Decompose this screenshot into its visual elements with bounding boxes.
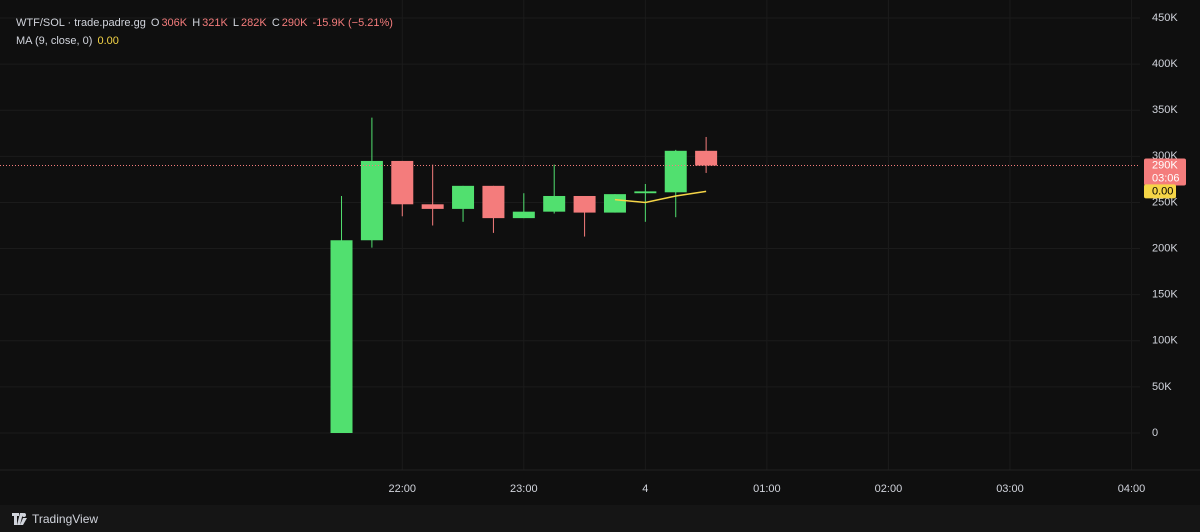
- ma-tag-label: 0.00: [1152, 185, 1173, 197]
- ma-name: MA (9, close, 0): [16, 35, 93, 47]
- candle-body: [634, 191, 657, 194]
- footer: TradingView: [0, 505, 1200, 532]
- high-value: 321K: [202, 17, 228, 29]
- y-tick-label: 250K: [1152, 196, 1178, 208]
- y-tick-label: 450K: [1152, 12, 1178, 24]
- y-tick-label: 400K: [1152, 58, 1178, 70]
- symbol: WTF/SOL · trade.padre.gg: [16, 17, 146, 29]
- countdown-label: 03:06: [1152, 172, 1180, 184]
- ma-row: MA (9, close, 0) 0.00: [16, 32, 395, 50]
- legend: WTF/SOL · trade.padre.gg O 306K H 321K L 28…: [16, 14, 395, 50]
- l-key: L: [232, 17, 240, 29]
- candle-body: [695, 150, 718, 166]
- change: -15.9K (−5.21%): [312, 17, 393, 29]
- close-value: 290K: [281, 17, 308, 29]
- x-tick-label: 04:00: [1118, 483, 1146, 495]
- low-value: 282K: [241, 17, 267, 29]
- candle-body: [512, 211, 535, 219]
- ma-line: [614, 190, 707, 204]
- ohlc-row: WTF/SOL · trade.padre.gg O 306K H 321K L 28…: [16, 14, 395, 32]
- h-key: H: [192, 17, 201, 29]
- y-tick-label: 100K: [1152, 335, 1178, 347]
- ma-tag: [1144, 184, 1176, 199]
- candle-body: [543, 195, 566, 212]
- brand[interactable]: TradingView: [32, 512, 99, 526]
- candle-body: [452, 185, 475, 209]
- candle-body: [330, 240, 353, 433]
- c-key: C: [271, 17, 280, 29]
- open-value: 306K: [161, 17, 188, 29]
- x-tick-label: 22:00: [389, 483, 417, 495]
- candle-body: [360, 160, 383, 241]
- candle-body: [664, 150, 687, 193]
- y-tick-label: 150K: [1152, 289, 1178, 301]
- candle-body: [421, 204, 444, 209]
- candle-body: [573, 195, 596, 213]
- y-tick-label: 0: [1152, 427, 1158, 439]
- candle-body: [482, 185, 505, 219]
- logo-icon: [12, 513, 27, 525]
- chart: 050K100K150K200K250K300K350K400K450K22:0…: [0, 0, 1200, 495]
- o-key: O: [150, 17, 160, 29]
- price-tag-label: 290K: [1152, 159, 1178, 171]
- y-tick-label: 200K: [1152, 242, 1178, 254]
- y-tick-label: 50K: [1152, 381, 1172, 393]
- x-tick-label: 01:00: [753, 483, 781, 495]
- x-tick-label: 03:00: [996, 483, 1024, 495]
- candle-body: [391, 160, 414, 205]
- x-tick-label: 4: [642, 483, 648, 495]
- price-tag: [1144, 158, 1186, 186]
- x-tick-label: 02:00: [875, 483, 903, 495]
- candle-body: [603, 194, 626, 213]
- ma-value: 0.00: [97, 35, 119, 47]
- y-tick-label: 350K: [1152, 104, 1178, 116]
- x-tick-label: 23:00: [510, 483, 538, 495]
